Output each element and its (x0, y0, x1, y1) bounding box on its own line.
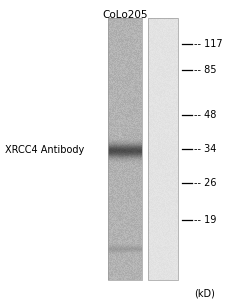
Text: CoLo205: CoLo205 (102, 10, 148, 20)
Text: (kD): (kD) (194, 288, 215, 298)
Bar (148, 18, 178, 280)
Text: -- 19: -- 19 (194, 215, 216, 225)
Text: -- 26: -- 26 (194, 178, 216, 188)
Bar (108, 18, 142, 280)
Text: -- 48: -- 48 (194, 110, 216, 120)
Text: -- 34: -- 34 (194, 144, 216, 154)
Text: -- 85: -- 85 (194, 65, 216, 75)
Text: -- 117: -- 117 (194, 39, 223, 49)
Text: XRCC4 Antibody: XRCC4 Antibody (5, 145, 84, 155)
